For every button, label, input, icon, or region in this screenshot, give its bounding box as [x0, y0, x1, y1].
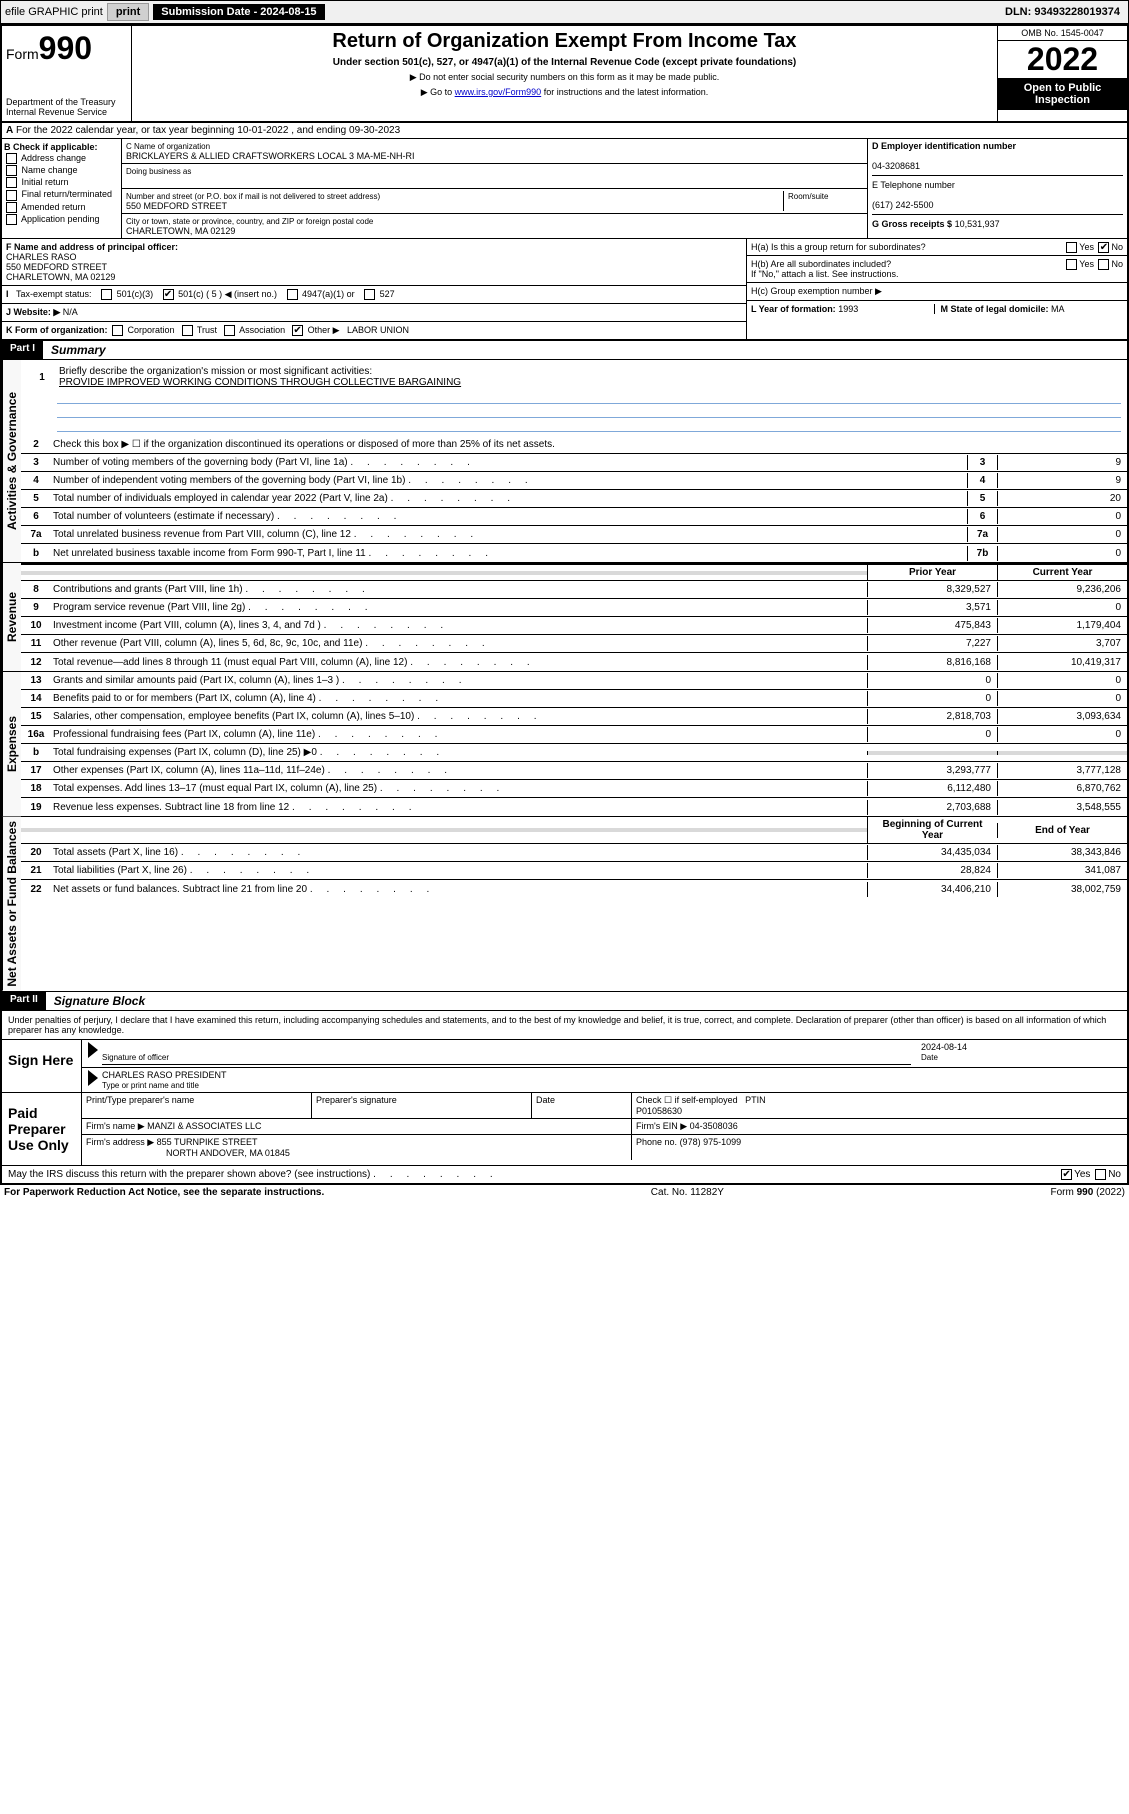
form-subtitle: Under section 501(c), 527, or 4947(a)(1)…	[136, 57, 993, 68]
city-state-zip: CHARLETOWN, MA 02129	[126, 226, 235, 236]
summary-line: 18Total expenses. Add lines 13–17 (must …	[21, 780, 1127, 798]
summary-line: 14Benefits paid to or for members (Part …	[21, 690, 1127, 708]
row-a-tax-year: A For the 2022 calendar year, or tax yea…	[2, 123, 1127, 139]
penalties-text: Under penalties of perjury, I declare th…	[2, 1011, 1127, 1040]
summary-line: 6Total number of volunteers (estimate if…	[21, 508, 1127, 526]
officer-name: CHARLES RASO PRESIDENT	[102, 1070, 227, 1080]
row-lm: L Year of formation: 1993M State of lega…	[747, 301, 1127, 317]
summary-line: 9Program service revenue (Part VIII, lin…	[21, 599, 1127, 617]
summary-line: 5Total number of individuals employed in…	[21, 490, 1127, 508]
irs-link[interactable]: www.irs.gov/Form990	[455, 87, 542, 97]
summary-line: 13Grants and similar amounts paid (Part …	[21, 672, 1127, 690]
checkbox-item[interactable]: Name change	[4, 165, 119, 176]
summary-line: 19Revenue less expenses. Subtract line 1…	[21, 798, 1127, 816]
tax-year: 2022	[998, 41, 1127, 78]
dept-label: Department of the Treasury	[6, 97, 127, 107]
summary-line: bNet unrelated business taxable income f…	[21, 544, 1127, 562]
part-ii-header: Part II Signature Block	[2, 992, 1127, 1011]
ein-value: 04-3208681	[872, 161, 920, 171]
efile-label: efile GRAPHIC print	[5, 6, 103, 18]
gross-receipts: 10,531,937	[955, 219, 1000, 229]
firm-name: MANZI & ASSOCIATES LLC	[147, 1121, 261, 1131]
section-side-label: Revenue	[2, 563, 21, 671]
summary-section: Net Assets or Fund BalancesBeginning of …	[2, 817, 1127, 992]
col-d-ein-phone: D Employer identification number04-32086…	[867, 139, 1127, 238]
section-side-label: Activities & Governance	[2, 360, 21, 562]
irs-label: Internal Revenue Service	[6, 107, 127, 117]
checkbox-item[interactable]: Application pending	[4, 214, 119, 225]
arrow-icon	[88, 1070, 98, 1086]
row-i-tax-status: I Tax-exempt status: 501(c)(3) ✔ 501(c) …	[2, 286, 746, 304]
summary-line: 22Net assets or fund balances. Subtract …	[21, 880, 1127, 898]
summary-line: 3Number of voting members of the governi…	[21, 454, 1127, 472]
summary-line: 10Investment income (Part VIII, column (…	[21, 617, 1127, 635]
summary-line: bTotal fundraising expenses (Part IX, co…	[21, 744, 1127, 762]
summary-line: 11Other revenue (Part VIII, column (A), …	[21, 635, 1127, 653]
form-word: Form	[6, 46, 39, 62]
form-container: Form990 Department of the Treasury Inter…	[0, 24, 1129, 1185]
row-f-officer: F Name and address of principal officer:…	[2, 239, 746, 286]
col-c-org-info: C Name of organizationBRICKLAYERS & ALLI…	[122, 139, 867, 238]
form-title: Return of Organization Exempt From Incom…	[136, 30, 993, 53]
street-address: 550 MEDFORD STREET	[126, 201, 227, 211]
checkbox-item[interactable]: Final return/terminated	[4, 189, 119, 200]
summary-line: 7aTotal unrelated business revenue from …	[21, 526, 1127, 544]
section-side-label: Net Assets or Fund Balances	[2, 817, 21, 991]
section-side-label: Expenses	[2, 672, 21, 816]
paid-preparer-row: Paid Preparer Use Only Print/Type prepar…	[2, 1093, 1127, 1166]
checkbox-item[interactable]: Amended return	[4, 202, 119, 213]
part-i-header: Part I Summary	[2, 341, 1127, 360]
instruction-1: ▶ Do not enter social security numbers o…	[136, 72, 993, 83]
row-j-website: J Website: ▶ N/A	[2, 304, 746, 322]
summary-line: 16aProfessional fundraising fees (Part I…	[21, 726, 1127, 744]
row-hc: H(c) Group exemption number ▶	[747, 283, 1127, 301]
summary-line: 8Contributions and grants (Part VIII, li…	[21, 581, 1127, 599]
summary-line: 21Total liabilities (Part X, line 26) 28…	[21, 862, 1127, 880]
org-name: BRICKLAYERS & ALLIED CRAFTSWORKERS LOCAL…	[126, 151, 415, 161]
checkbox-item[interactable]: Address change	[4, 153, 119, 164]
instr2-pre: ▶ Go to	[421, 87, 455, 97]
summary-section: Activities & Governance1Briefly describe…	[2, 360, 1127, 563]
instr2-post: for instructions and the latest informat…	[541, 87, 708, 97]
row-k-form-org: K Form of organization: Corporation Trus…	[2, 322, 746, 339]
summary-section: RevenuePrior YearCurrent Year8Contributi…	[2, 563, 1127, 672]
sign-here-row: Sign Here Signature of officer 2024-08-1…	[2, 1040, 1127, 1093]
form-number: 990	[39, 30, 92, 66]
col-b-checkboxes: B Check if applicable: Address change Na…	[2, 139, 122, 238]
summary-line: 12Total revenue—add lines 8 through 11 (…	[21, 653, 1127, 671]
summary-section: Expenses13Grants and similar amounts pai…	[2, 672, 1127, 817]
omb-number: OMB No. 1545-0047	[998, 26, 1127, 41]
form-id-block: Form990 Department of the Treasury Inter…	[2, 26, 132, 121]
row-ha: H(a) Is this a group return for subordin…	[747, 239, 1127, 256]
summary-line: 4Number of independent voting members of…	[21, 472, 1127, 490]
telephone: (617) 242-5500	[872, 200, 934, 210]
arrow-icon	[88, 1042, 98, 1058]
print-button[interactable]: print	[107, 3, 149, 21]
submission-date: Submission Date - 2024-08-15	[153, 4, 324, 20]
header-bar: efile GRAPHIC print print Submission Dat…	[0, 0, 1129, 24]
checkbox-item[interactable]: Initial return	[4, 177, 119, 188]
ptin-value: P01058630	[636, 1106, 682, 1116]
summary-line: 20Total assets (Part X, line 16) 34,435,…	[21, 844, 1127, 862]
summary-line: 17Other expenses (Part IX, column (A), l…	[21, 762, 1127, 780]
open-public-badge: Open to Public Inspection	[998, 78, 1127, 110]
discuss-row: May the IRS discuss this return with the…	[2, 1166, 1127, 1183]
row-hb: H(b) Are all subordinates included? Yes …	[747, 256, 1127, 283]
page-footer: For Paperwork Reduction Act Notice, see …	[0, 1185, 1129, 1200]
dln-label: DLN: 93493228019374	[1005, 6, 1120, 18]
summary-line: 15Salaries, other compensation, employee…	[21, 708, 1127, 726]
